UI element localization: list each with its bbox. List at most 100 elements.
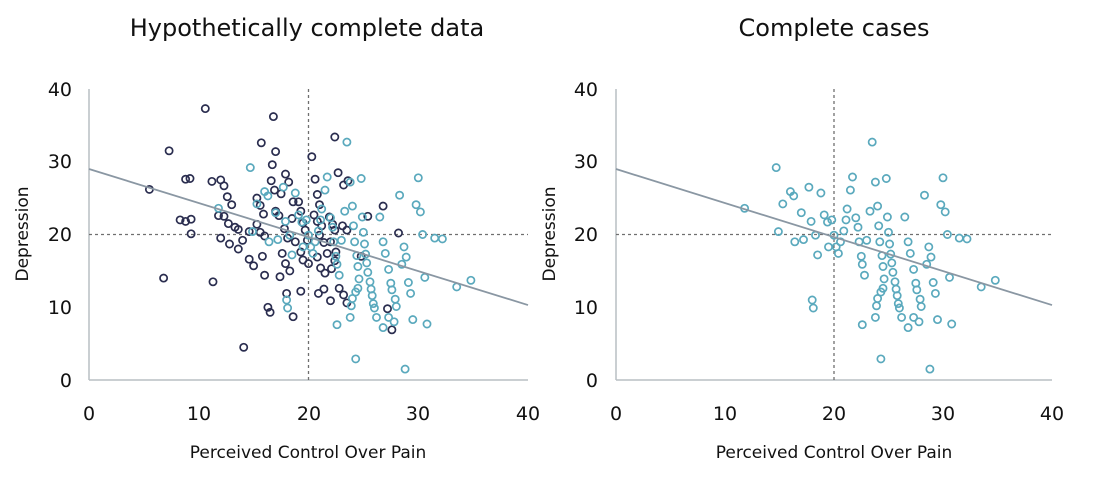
data-point [893,299,903,309]
data-point [322,248,332,258]
data-point [909,312,919,322]
data-point [962,234,972,244]
data-point [926,252,936,262]
data-point [349,221,358,231]
data-point [312,190,322,199]
regression-line [615,168,1053,306]
data-point [856,251,866,261]
data-point [271,208,281,218]
data-point [223,219,233,229]
data-point [332,259,342,269]
data-point [332,320,342,330]
data-point [270,185,279,195]
data-point [315,230,324,240]
data-point [225,239,234,249]
data-point [857,259,867,269]
data-point [265,307,275,317]
data-point [227,200,237,210]
data-point [238,235,248,245]
data-point [851,213,861,223]
data-point [260,231,270,241]
data-point [842,204,852,214]
y-tick-label: 20 [48,224,72,246]
data-point [331,247,341,257]
data-point [872,301,881,311]
data-point [862,235,872,245]
data-point [933,315,942,325]
data-point [823,217,832,227]
data-point [345,177,355,187]
data-point [804,182,814,192]
x-axis-label: Perceived Control Over Pain [190,443,427,463]
data-point [320,185,330,195]
data-point [387,325,397,335]
data-point [384,264,394,274]
y-tick-label: 10 [574,297,598,319]
data-point [894,303,904,313]
data-point [888,267,898,277]
x-tick-label: 20 [297,403,321,425]
data-point [827,215,837,225]
data-point [369,303,379,313]
data-point [296,286,306,296]
data-point [277,248,287,258]
y-tick-label: 0 [60,370,72,392]
data-point [360,239,369,249]
data-point [304,259,313,269]
y-axis-label: Depression [13,186,33,281]
data-point [347,294,357,303]
data-point [252,193,262,203]
data-point [245,163,255,173]
data-point [290,237,300,247]
data-point [317,204,327,214]
data-point [367,291,377,301]
data-point [841,215,851,225]
data-point [339,290,349,300]
data-point [411,200,421,210]
y-tick-label: 40 [48,79,72,101]
data-point [884,227,893,237]
data-point [848,172,857,182]
data-point [273,235,283,245]
data-point [175,215,185,225]
data-point [331,251,341,261]
data-point [233,244,243,254]
data-point [244,254,254,264]
data-point [399,242,409,252]
data-point [824,242,833,252]
data-point [415,207,425,217]
data-point [819,210,829,220]
data-point [342,225,352,235]
data-point [903,323,913,333]
data-point [867,137,877,147]
data-point [873,201,883,211]
data-point [264,237,274,247]
data-point [380,248,390,258]
x-axis-label: Perceived Control Over Pain [716,443,953,463]
data-point [816,188,826,198]
data-point [316,215,326,225]
data-point [408,315,418,325]
data-point [422,319,432,329]
data-point [257,251,267,261]
data-point [307,152,317,162]
y-tick-label: 30 [48,151,72,173]
data-point [778,199,788,209]
data-point [401,252,411,262]
data-point [384,312,394,322]
data-point [394,228,403,238]
data-point [881,174,891,183]
data-point [200,104,210,114]
data-point [878,262,888,271]
data-point [322,172,332,182]
data-point [310,174,320,184]
data-point [288,312,298,322]
data-point [345,312,355,322]
data-point [342,137,352,147]
data-point [287,250,297,260]
data-point [284,177,294,187]
data-point [390,294,400,304]
y-tick-label: 40 [574,79,598,101]
data-point [914,317,924,327]
